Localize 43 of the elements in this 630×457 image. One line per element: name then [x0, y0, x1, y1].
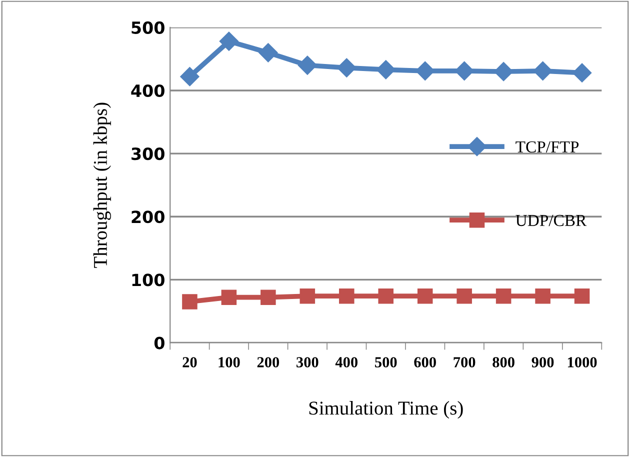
y-tick-label: 300	[132, 148, 164, 160]
x-tick-label: 400	[335, 357, 358, 368]
point	[454, 61, 474, 80]
y-tick-label: 200	[132, 210, 164, 224]
point	[260, 290, 276, 305]
point	[258, 43, 278, 62]
point	[574, 288, 590, 304]
y-axis-title: Throughput (in kbps)	[93, 102, 112, 268]
y-tick-label: 400	[131, 84, 164, 98]
point	[219, 32, 238, 51]
x-tick-label: 200	[257, 357, 280, 368]
point	[496, 288, 512, 304]
point	[417, 288, 433, 304]
x-tick-label: 300	[296, 357, 318, 368]
x-tick-label: 100	[218, 357, 240, 368]
x-tick-label: 600	[414, 357, 436, 368]
point	[300, 288, 316, 304]
point	[572, 63, 592, 82]
point	[337, 58, 356, 78]
x-tick-label: 1000	[568, 357, 597, 368]
legend-label: UDP/CBR	[516, 214, 587, 226]
x-axis-title: Simulation Time (s)	[309, 401, 463, 419]
point	[182, 294, 198, 310]
x-tick-label: 700	[454, 357, 476, 368]
x-tick-label: 500	[375, 357, 397, 368]
point	[533, 61, 552, 80]
point	[180, 67, 200, 86]
point	[416, 61, 435, 80]
x-tick-label: 20	[182, 357, 197, 368]
x-tick-label: 800	[492, 357, 514, 368]
y-tick-label: 0	[154, 336, 164, 350]
point	[339, 288, 354, 304]
point	[378, 288, 394, 304]
point	[376, 60, 396, 80]
point	[221, 290, 237, 305]
point	[456, 288, 472, 304]
x-tick-label: 900	[532, 357, 554, 368]
y-tick-label: 500	[132, 21, 164, 34]
point	[535, 288, 550, 304]
point	[494, 62, 514, 82]
point	[298, 56, 317, 75]
legend-label: TCP/FTP	[516, 141, 579, 153]
y-tick-label: 100	[132, 274, 164, 286]
